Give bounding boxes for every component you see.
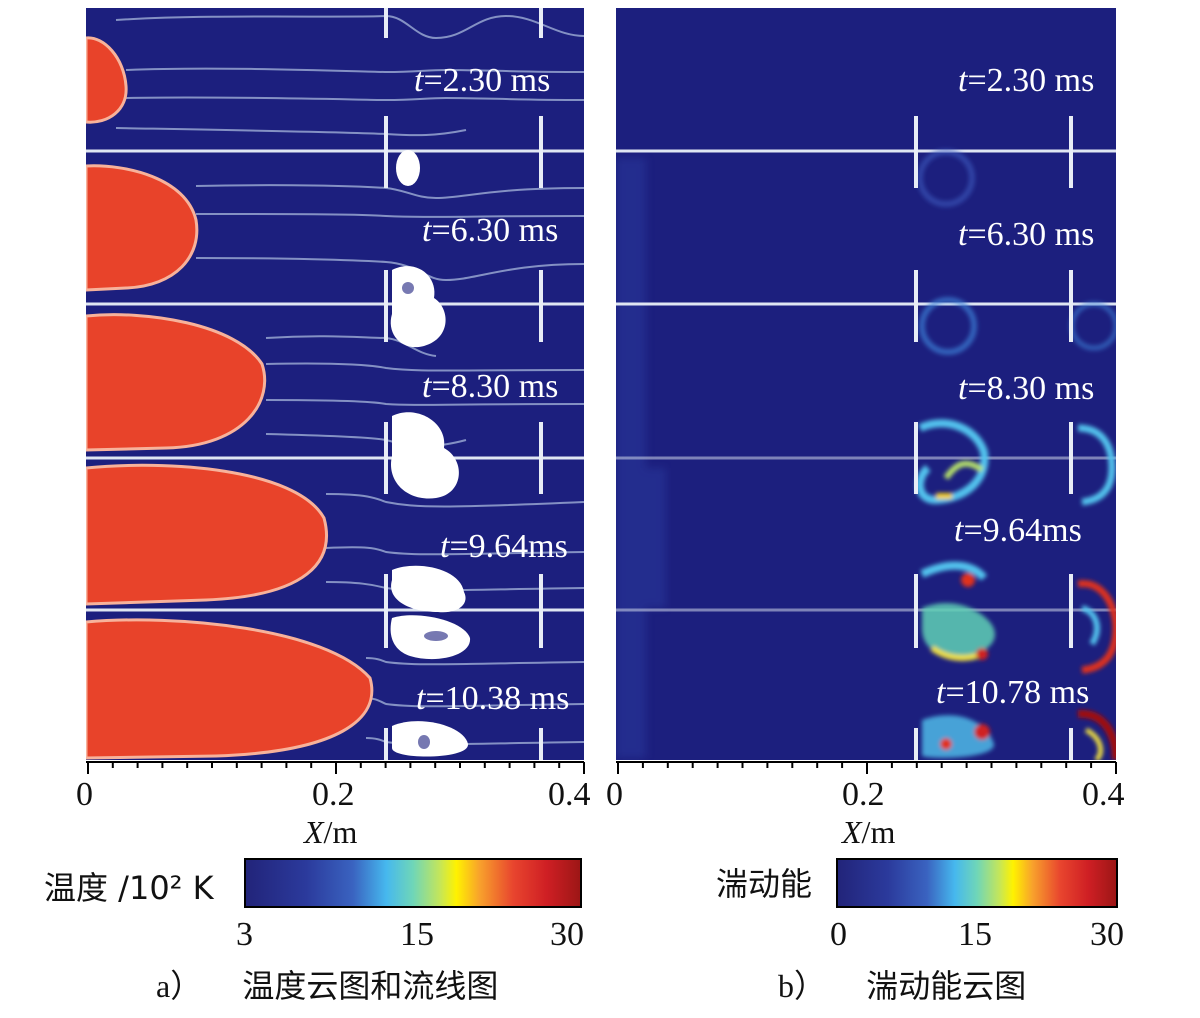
obstacle-plates-b [914,116,1073,760]
x-axis-b [616,761,1117,774]
x-axis-title-a: X/m [304,814,358,850]
time-label-3: t=8.30 ms [422,368,559,405]
obstacle-plates [384,8,543,760]
x-tick-b-1: 0.2 [842,776,885,813]
time-label-1: t=2.30 ms [414,62,551,99]
caption-b-letter: b） [778,968,827,1004]
x-tick-a-1: 0.2 [312,776,355,813]
colorbar-a-tick-0: 3 [236,916,253,953]
colorbar-a-tick-2: 30 [550,916,584,953]
caption-b: b） 湍动能云图 [778,970,1026,1002]
caption-a-text: 温度云图和流线图 [242,967,499,1005]
caption-a-letter: a） [156,968,203,1004]
turbulence-panel: t=2.30 ms t=6.30 ms t=8.30 ms t=9.64ms t… [616,8,1116,760]
colorbar-b-tick-1: 15 [958,916,992,953]
colorbar-title-b: 湍动能 [716,865,813,903]
x-axis-a [86,761,585,774]
time-step-separators [86,149,584,612]
x-tick-a-2: 0.4 [548,776,591,813]
colorbar-title-a: 温度 /10² K [44,869,214,907]
x-tick-a-0: 0 [76,776,93,813]
colorbar-a-tick-1: 15 [400,916,434,953]
colorbar-b [836,858,1118,908]
turbulence-hotspots [915,149,1116,760]
turbulence-field-image [616,8,1116,760]
caption-b-text: 湍动能云图 [866,967,1027,1005]
x-axis-title-b: X/m [842,814,896,850]
time-label-b1: t=2.30 ms [958,62,1095,99]
hot-flame-regions [86,36,374,760]
time-label-4: t=9.64ms [440,528,568,565]
colorbar-a [244,858,582,908]
x-tick-b-2: 0.4 [1082,776,1125,813]
time-label-b4: t=9.64ms [954,512,1082,549]
time-label-b2: t=6.30 ms [958,216,1095,253]
colorbar-b-tick-2: 30 [1090,916,1124,953]
temperature-field-image [86,8,584,760]
caption-a: a） 温度云图和流线图 [156,970,498,1002]
time-label-5: t=10.38 ms [416,680,570,717]
temperature-panel: t=2.30 ms t=6.30 ms t=8.30 ms t=9.64ms t… [86,8,584,760]
time-step-separators-b [616,149,1116,612]
time-label-b3: t=8.30 ms [958,370,1095,407]
time-label-2: t=6.30 ms [422,212,559,249]
x-tick-b-0: 0 [606,776,623,813]
time-label-b5: t=10.78 ms [936,674,1090,711]
colorbar-b-tick-0: 0 [830,916,847,953]
